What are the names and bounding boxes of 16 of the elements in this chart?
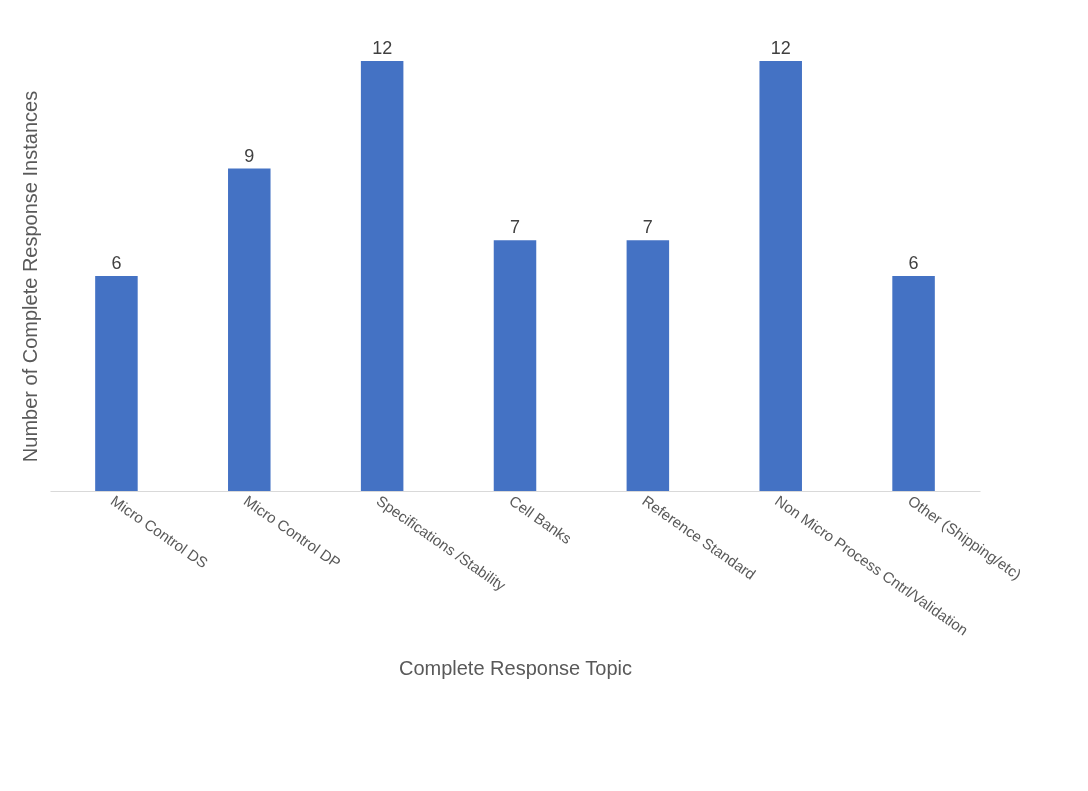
data-label: 12 [770, 38, 791, 58]
y-axis-title: Number of Complete Response Instances [18, 90, 41, 463]
data-label: 12 [372, 38, 393, 58]
data-label: 9 [244, 145, 255, 166]
data-label: 6 [908, 253, 919, 273]
bar [892, 276, 935, 491]
bar [759, 61, 802, 491]
x-axis-title: Complete Response Topic [398, 656, 633, 679]
bar [95, 276, 138, 491]
data-label: 6 [111, 253, 122, 273]
bar [360, 61, 404, 491]
data-label: 7 [642, 217, 653, 238]
bar [228, 168, 271, 491]
bar [626, 240, 670, 491]
data-label: 7 [509, 217, 521, 238]
bar [493, 240, 537, 491]
